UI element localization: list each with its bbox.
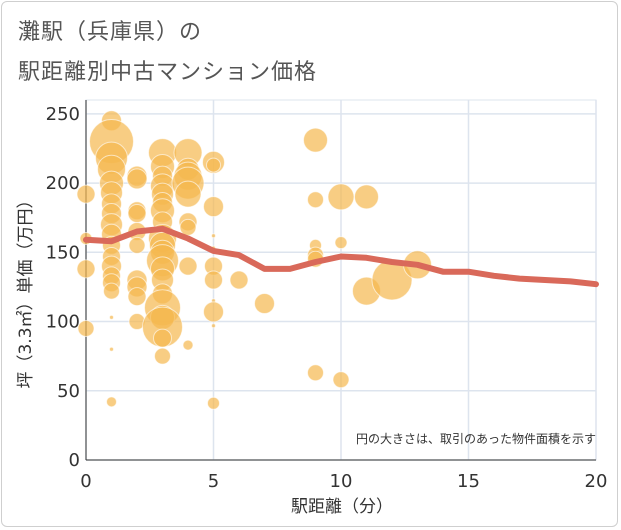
bubble-point: [182, 339, 194, 351]
bubble-point: [307, 191, 324, 209]
x-tick-label: 5: [208, 471, 219, 492]
bubble-point: [211, 323, 216, 329]
bubble-point: [207, 396, 220, 410]
bubble-point: [127, 287, 147, 307]
bubble-point: [127, 204, 147, 224]
y-tick-label: 0: [69, 450, 80, 471]
bubble-point: [77, 319, 95, 337]
bubble-point: [178, 256, 198, 276]
x-tick-label: 20: [585, 471, 608, 492]
bubble-point: [76, 184, 96, 204]
bubble-point: [153, 328, 172, 348]
chart-title-line2: 駅距離別中古マンション価格: [18, 60, 318, 85]
bubble-point: [174, 180, 202, 208]
bubble-point: [332, 371, 350, 389]
bubble-point: [204, 270, 223, 290]
chart-title-line1: 灘駅（兵庫県）の: [18, 20, 203, 45]
bubble-point: [203, 301, 224, 323]
bubble-point: [303, 127, 328, 153]
bubble-point: [229, 270, 249, 290]
bubble-point: [179, 218, 197, 236]
bubble-point: [354, 184, 379, 210]
bubble-point: [109, 346, 114, 352]
bubble-point: [106, 396, 117, 408]
y-tick-label: 100: [46, 312, 80, 333]
y-tick-label: 200: [46, 173, 80, 194]
size-note: 円の大きさは、取引のあった物件面積を示す: [356, 431, 596, 446]
y-axis-label: 坪（3.3㎡）単価（万円）: [16, 191, 36, 388]
bubble-point: [206, 157, 221, 173]
y-tick-label: 250: [46, 104, 80, 125]
x-tick-label: 0: [80, 471, 91, 492]
x-tick-label: 15: [457, 471, 480, 492]
y-tick-label: 150: [46, 242, 80, 263]
bubble-point: [334, 236, 348, 250]
bubble-point: [109, 314, 114, 320]
bubble-point: [203, 196, 224, 218]
bubble-point: [211, 233, 216, 239]
bubble-point: [103, 282, 120, 300]
bubble-point: [327, 183, 355, 211]
x-tick-label: 10: [330, 471, 353, 492]
x-axis-label: 駅距離（分）: [291, 497, 393, 517]
trend-line: [83, 225, 599, 288]
bubble-point: [307, 364, 324, 382]
y-tick-label: 50: [57, 381, 80, 402]
bubble-point: [126, 168, 148, 190]
bubble-point: [76, 259, 96, 279]
bubble-point: [128, 236, 146, 254]
bubble-point: [154, 347, 171, 365]
bubble-point: [254, 293, 275, 315]
